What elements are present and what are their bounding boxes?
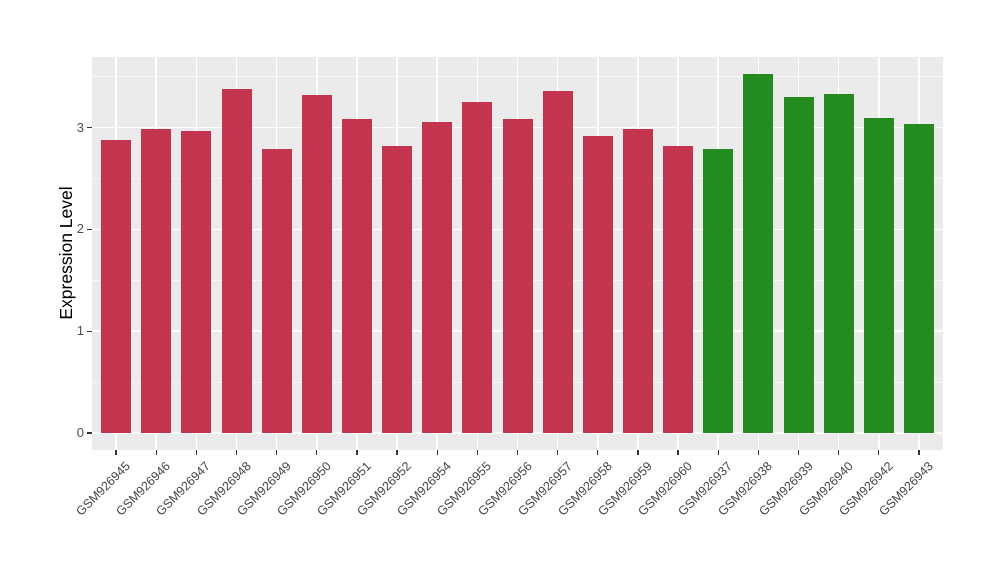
- bar-GSM926945: [101, 139, 132, 433]
- x-tick-mark: [797, 450, 800, 455]
- x-tick-mark: [436, 450, 438, 455]
- x-tick-mark: [918, 450, 920, 455]
- bar-GSM926940: [823, 94, 854, 433]
- bar-GSM926948: [221, 89, 252, 433]
- bar-GSM926937: [703, 149, 734, 433]
- plot-panel: [92, 57, 943, 450]
- x-tick-mark: [757, 450, 759, 455]
- x-tick-mark: [115, 450, 117, 455]
- y-tick-label: 0: [76, 425, 84, 440]
- bar-GSM926951: [341, 118, 372, 433]
- bar-GSM926959: [622, 128, 653, 433]
- x-tick-mark: [356, 450, 358, 455]
- x-tick-mark: [597, 450, 599, 455]
- x-tick-mark: [557, 450, 559, 455]
- y-tick-mark: [86, 432, 92, 434]
- x-tick-mark: [476, 450, 478, 455]
- x-tick-mark: [637, 450, 639, 455]
- bar-GSM926954: [422, 121, 453, 433]
- bar-GSM926938: [743, 73, 774, 433]
- bar-GSM926942: [863, 117, 894, 433]
- y-tick-label: 1: [76, 323, 84, 339]
- x-tick-mark: [878, 450, 880, 455]
- bar-GSM926957: [542, 91, 573, 433]
- x-tick-mark: [717, 450, 719, 455]
- x-tick-mark: [677, 450, 679, 455]
- x-tick-mark: [276, 450, 278, 455]
- y-tick-mark: [86, 127, 92, 129]
- x-tick-mark: [316, 450, 318, 455]
- x-tick-mark: [235, 450, 238, 455]
- y-tick-mark: [86, 228, 92, 231]
- x-tick-mark: [195, 450, 197, 455]
- y-tick-label: 3: [76, 119, 84, 135]
- bar-GSM926943: [903, 123, 934, 433]
- bar-GSM926958: [582, 135, 613, 433]
- bar-GSM926950: [301, 95, 332, 433]
- y-tick-mark: [86, 330, 92, 332]
- bar-GSM926955: [462, 102, 493, 433]
- x-tick-mark: [155, 450, 157, 455]
- bar-GSM926946: [141, 128, 172, 433]
- x-tick-mark: [516, 450, 519, 455]
- y-tick-label: 2: [76, 221, 84, 237]
- bar-GSM926956: [502, 118, 533, 433]
- y-axis-title: Expression Level: [56, 186, 76, 320]
- x-tick-mark: [838, 450, 840, 455]
- bar-GSM926960: [663, 146, 694, 433]
- x-tick-mark: [396, 450, 398, 455]
- bar-GSM926939: [783, 97, 814, 433]
- bar-GSM926952: [382, 146, 413, 433]
- bar-GSM926949: [261, 149, 292, 433]
- bar-GSM926947: [181, 130, 212, 433]
